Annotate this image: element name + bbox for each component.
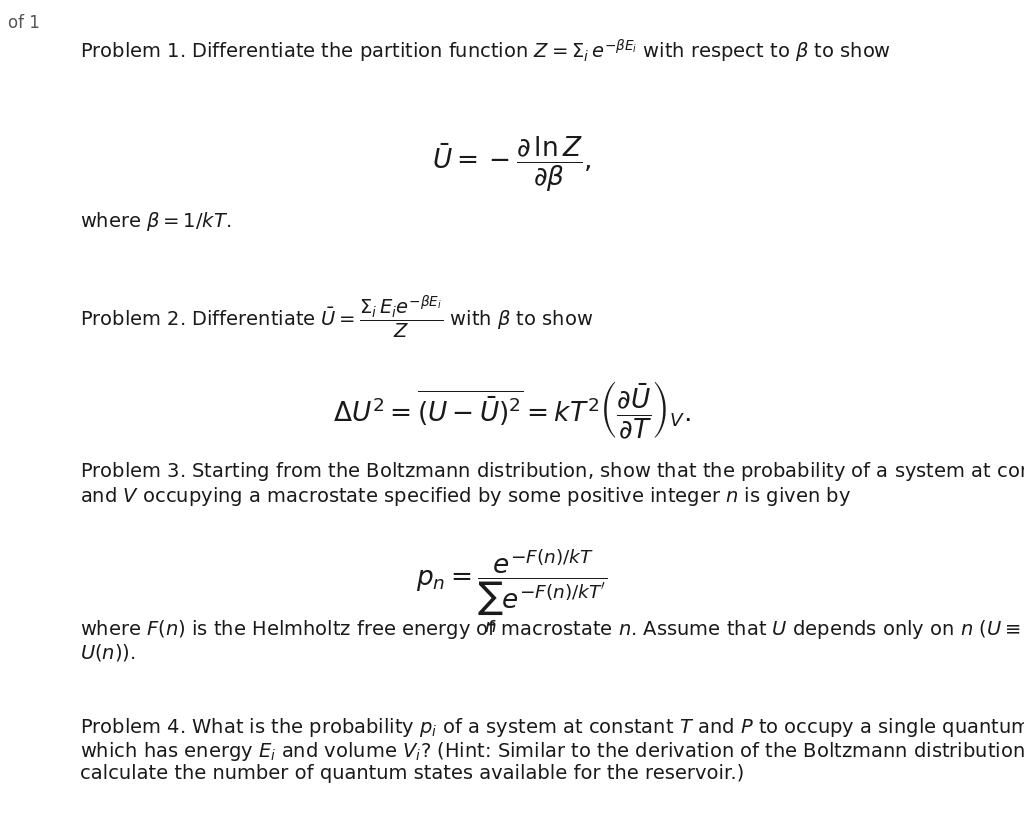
Text: Problem 3. Starting from the Boltzmann distribution, show that the probability o: Problem 3. Starting from the Boltzmann d… [80, 460, 1024, 483]
Text: of 1: of 1 [8, 14, 40, 32]
Text: where $\beta = 1/kT$.: where $\beta = 1/kT$. [80, 210, 231, 233]
Text: $\bar{U} = -\dfrac{\partial\,\mathrm{ln}\,Z}{\partial\beta},$: $\bar{U} = -\dfrac{\partial\,\mathrm{ln}… [432, 135, 592, 194]
Text: $p_n = \dfrac{e^{-F(n)/kT}}{\sum_n e^{-F(n)/kT'}}$: $p_n = \dfrac{e^{-F(n)/kT}}{\sum_n e^{-F… [416, 548, 608, 635]
Text: Problem 4. What is the probability $p_i$ of a system at constant $T$ and $P$ to : Problem 4. What is the probability $p_i$… [80, 716, 1024, 739]
Text: Problem 2. Differentiate $\bar{U} = \dfrac{\Sigma_i\,E_i e^{-\beta E_i}}{Z}$ wit: Problem 2. Differentiate $\bar{U} = \dfr… [80, 293, 593, 339]
Text: calculate the number of quantum states available for the reservoir.): calculate the number of quantum states a… [80, 764, 744, 783]
Text: and $V$ occupying a macrostate specified by some positive integer $n$ is given b: and $V$ occupying a macrostate specified… [80, 485, 851, 508]
Text: Problem 1. Differentiate the partition function $Z = \Sigma_i\,e^{-\beta E_i}$ w: Problem 1. Differentiate the partition f… [80, 38, 891, 65]
Text: $\Delta U^2 = \overline{(U-\bar{U})^2} = kT^2\left(\dfrac{\partial\bar{U}}{\part: $\Delta U^2 = \overline{(U-\bar{U})^2} =… [333, 380, 691, 441]
Text: where $F(n)$ is the Helmholtz free energy of macrostate $n$. Assume that $U$ dep: where $F(n)$ is the Helmholtz free energ… [80, 618, 1021, 641]
Text: which has energy $E_i$ and volume $V_i$? (Hint: Similar to the derivation of the: which has energy $E_i$ and volume $V_i$?… [80, 740, 1024, 763]
Text: $U(n))$.: $U(n))$. [80, 642, 135, 663]
